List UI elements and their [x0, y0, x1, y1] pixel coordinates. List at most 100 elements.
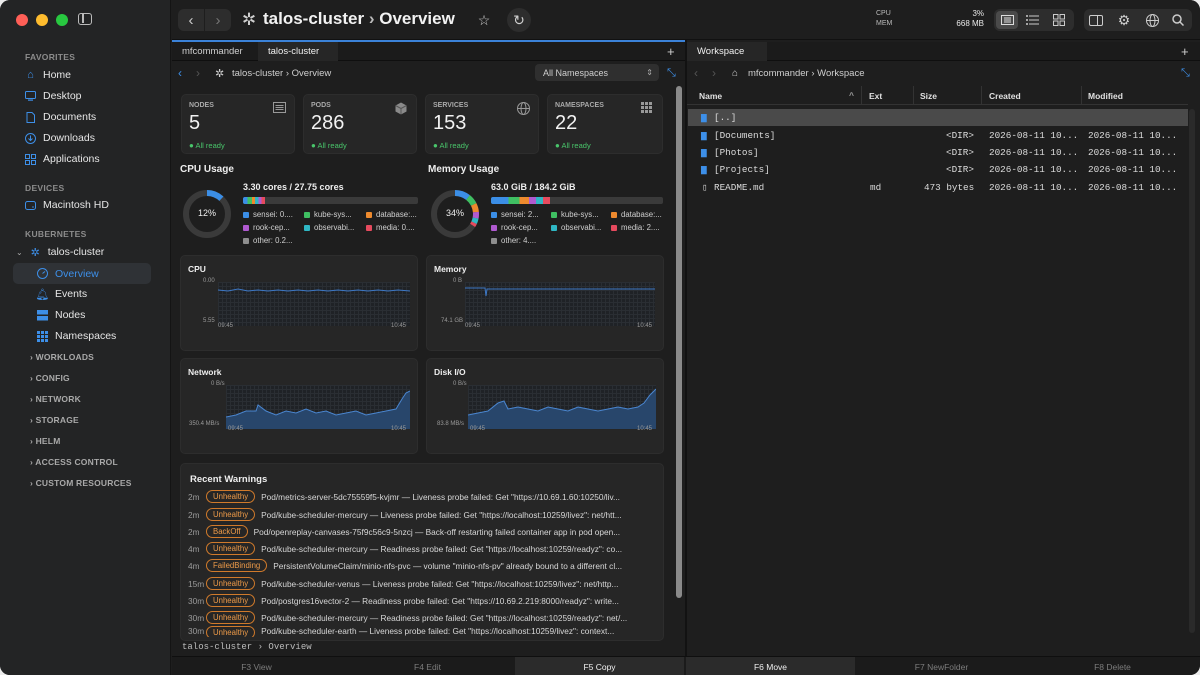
warning-row[interactable]: 4m Unhealthy Pod/kube-scheduler-mercury — … [188, 542, 623, 555]
split-view-icon[interactable] [1087, 11, 1105, 29]
f3-view-button[interactable]: F3 View [241, 661, 272, 672]
path-back-button[interactable]: ‹ [694, 66, 698, 80]
folder-icon: ▆ [701, 130, 707, 141]
minimize-window-button[interactable] [36, 14, 48, 26]
memory-line [465, 287, 655, 297]
f8-delete-button[interactable]: F8 Delete [1094, 661, 1131, 672]
globe-icon[interactable] [1143, 11, 1161, 29]
file-row[interactable]: ▯ README.md md 473 bytes 2026-08-11 10..… [702, 182, 1178, 193]
warning-row[interactable]: 30m Unhealthy Pod/kube-scheduler-earth — L… [188, 626, 615, 637]
status-badge: Unhealthy [206, 594, 256, 607]
pane-divider[interactable] [685, 40, 687, 656]
disk-io-chart-panel: Disk I/O 0 B/s 83.8 MB/s 09:45 10:45 [426, 358, 664, 454]
legend-swatch [304, 224, 310, 231]
forward-button[interactable]: › [205, 9, 231, 31]
sidebar-toggle-icon[interactable] [78, 13, 92, 25]
new-tab-button[interactable]: + [1181, 44, 1189, 59]
column-divider [1081, 86, 1082, 105]
column-ext[interactable]: Ext [869, 91, 883, 101]
file-row[interactable]: ▆ [Documents] <DIR> 2026-08-11 10... 202… [701, 130, 1178, 141]
sidebar-item-downloads[interactable]: Downloads [25, 129, 95, 147]
f5-copy-button[interactable]: F5 Copy [515, 657, 684, 675]
f6-move-button[interactable]: F6 Move [686, 657, 855, 675]
legend-item: kube-sys... [304, 210, 352, 219]
download-icon [25, 132, 36, 144]
sidebar-item-events[interactable]: 🔔︎ Events [35, 288, 88, 301]
expand-icon[interactable]: ⤡ [1181, 66, 1190, 79]
new-tab-button[interactable]: + [667, 44, 675, 59]
warning-row[interactable]: 2m Unhealthy Pod/kube-scheduler-mercury — … [188, 508, 622, 521]
tab-workspace[interactable]: Workspace [687, 42, 767, 61]
icon-view-icon[interactable] [1050, 11, 1068, 29]
path-forward-button[interactable]: › [712, 66, 716, 80]
sidebar-item-talos-cluster[interactable]: ⌄ ✲ talos-cluster [16, 246, 105, 259]
column-modified[interactable]: Modified [1088, 91, 1123, 101]
category-access-control[interactable]: › ACCESS CONTROL [30, 457, 118, 467]
column-created[interactable]: Created [989, 91, 1021, 101]
category-storage[interactable]: › STORAGE [30, 415, 79, 425]
legend-item: media: 0.... [366, 223, 415, 232]
sidebar-item-documents[interactable]: Documents [25, 108, 96, 126]
category-custom-resources[interactable]: › CUSTOM RESOURCES [30, 478, 132, 488]
right-scrollbar[interactable] [1189, 109, 1195, 633]
file-row[interactable]: ▆ [Photos] <DIR> 2026-08-11 10... 2026-0… [701, 147, 1178, 158]
category-workloads[interactable]: › WORKLOADS [30, 352, 95, 362]
sidebar-item-applications[interactable]: Applications [25, 150, 100, 168]
tab-mfcommander[interactable]: mfcommander [182, 46, 243, 57]
file-row-parent[interactable]: ▆ [..] [688, 109, 1188, 126]
cpu-plot-area [218, 282, 410, 326]
chevron-down-icon[interactable]: ⌄ [16, 247, 23, 257]
folder-icon: ▆ [701, 147, 707, 158]
column-name[interactable]: Name [699, 91, 723, 101]
refresh-icon[interactable]: ↻ [507, 8, 531, 32]
file-row[interactable]: ▆ [Projects] <DIR> 2026-08-11 10... 2026… [701, 164, 1178, 175]
server-icon [273, 102, 286, 115]
file-icon: ▯ [702, 182, 708, 193]
status-badge: Unhealthy [206, 611, 256, 624]
list-view-icon[interactable] [1023, 11, 1041, 29]
namespace-select[interactable]: All Namespaces ⇕ [535, 64, 659, 81]
gear-icon[interactable]: ⚙ [1117, 11, 1131, 28]
cpu-stack-bar [243, 197, 418, 204]
warning-row[interactable]: 2m BackOff Pod/openreplay-canvases-75f9c56… [188, 525, 621, 538]
sidebar-item-overview[interactable]: Overview [13, 263, 151, 284]
namespaces-card[interactable]: NAMESPACES 22 ● All ready [547, 94, 663, 154]
warning-row[interactable]: 30m Unhealthy Pod/kube-scheduler-mercury —… [188, 611, 628, 624]
memory-percent: 34% [445, 208, 464, 218]
category-helm[interactable]: › HELM [30, 436, 61, 446]
legend-swatch [551, 224, 557, 231]
f4-edit-button[interactable]: F4 Edit [414, 661, 441, 672]
legend-swatch [491, 211, 497, 218]
column-size[interactable]: Size [920, 91, 938, 101]
warning-row[interactable]: 30m Unhealthy Pod/postgres16vector-2 — Rea… [188, 594, 619, 607]
tab-talos-cluster[interactable]: talos-cluster [258, 42, 338, 61]
category-network[interactable]: › NETWORK [30, 394, 81, 404]
column-divider [913, 86, 914, 105]
close-window-button[interactable] [16, 14, 28, 26]
nodes-card[interactable]: NODES 5 ● All ready [181, 94, 295, 154]
sidebar-item-desktop[interactable]: Desktop [25, 87, 82, 105]
sidebar-item-namespaces[interactable]: Namespaces [37, 327, 116, 345]
pods-card[interactable]: PODS 286 ● All ready [303, 94, 417, 154]
path-back-button[interactable]: ‹ [178, 66, 182, 80]
path-forward-button[interactable]: › [196, 66, 200, 80]
zoom-window-button[interactable] [56, 14, 68, 26]
sidebar-item-home[interactable]: ⌂ Home [25, 66, 71, 84]
warning-row[interactable]: 2m Unhealthy Pod/metrics-server-5dc75559f5… [188, 490, 620, 503]
star-icon[interactable]: ☆ [477, 11, 491, 28]
detail-view-icon[interactable] [996, 11, 1018, 29]
cpu-chart-panel: CPU 0.00 5.55 09:45 10:45 [180, 255, 418, 351]
warning-row[interactable]: 4m FailedBinding PersistentVolumeClaim/min… [188, 559, 623, 572]
left-scrollbar[interactable] [676, 86, 682, 598]
services-card[interactable]: SERVICES 153 ● All ready [425, 94, 539, 154]
category-config[interactable]: › CONFIG [30, 373, 70, 383]
grid-icon [37, 330, 48, 342]
warning-row[interactable]: 15m Unhealthy Pod/kube-scheduler-venus — L… [188, 577, 619, 590]
search-icon[interactable] [1169, 11, 1187, 29]
sidebar-item-nodes[interactable]: Nodes [37, 306, 85, 324]
sidebar-item-macintosh-hd[interactable]: Macintosh HD [25, 196, 109, 214]
expand-icon[interactable]: ⤡ [667, 66, 676, 79]
legend-swatch [243, 211, 249, 218]
back-button[interactable]: ‹ [178, 9, 204, 31]
f7-newfolder-button[interactable]: F7 NewFolder [914, 661, 969, 672]
